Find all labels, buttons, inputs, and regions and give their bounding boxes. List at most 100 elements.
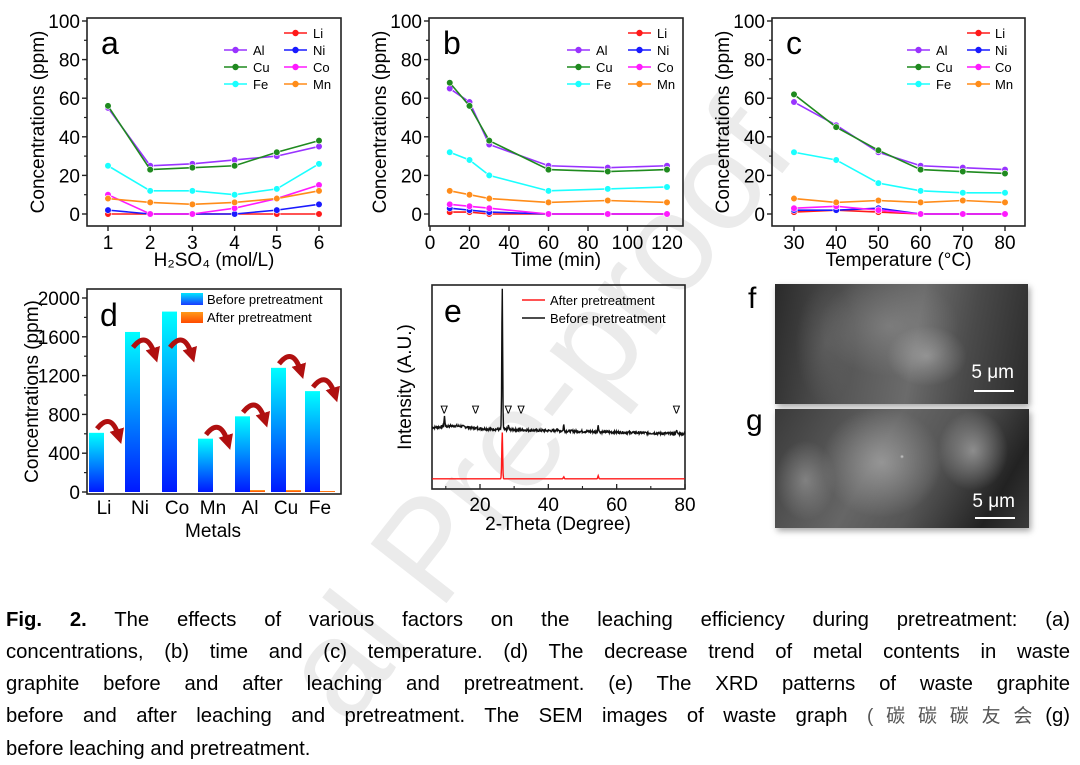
data-point-mn [465,191,474,199]
decrease-arrow-icon [277,354,306,380]
data-point-cu [959,167,967,176]
caption-line: before and after leaching and pretreatme… [6,700,1070,733]
y-tick-label: 100 [733,12,765,33]
caption-line: before leaching and pretreatment. [6,733,1070,765]
bar-after-cu [286,490,301,492]
x-tick-label: Al [242,498,259,519]
legend-label: Li [313,26,323,41]
x-tick-label: Ni [131,498,149,519]
x-axis-title: H₂SO₄ (mol/L) [154,250,275,271]
legend-label: After pretreatment [207,310,312,325]
data-point-cu [146,166,154,174]
x-tick-label: 60 [910,233,931,254]
data-point-cu [188,164,196,172]
legend-label: Co [995,60,1012,75]
legend-label: Mn [657,77,675,92]
data-point-mn [1001,198,1009,207]
caption-text: before leaching and pretreatment. [6,738,311,760]
data-point-mn [874,196,883,205]
x-tick-label: 80 [577,233,598,254]
series-line-cu [107,105,320,171]
data-point-fe [959,189,967,197]
series-line-mn [793,197,1006,204]
y-tick-label: 0 [411,205,422,226]
data-point-cu [315,137,323,145]
data-point-fe [446,148,454,156]
data-point-mn [446,187,454,195]
y-tick-label: 800 [48,405,80,426]
data-point-fe [832,156,840,164]
x-tick-label: Fe [309,498,331,519]
legend-marker [915,63,922,71]
legend-swatch [181,293,203,305]
x-tick-label: 2 [145,233,156,254]
xrd-curve-before [431,288,686,438]
peak-marker: ∇ [672,404,681,417]
data-point-al [790,98,798,106]
data-point-fe [273,185,281,193]
legend-marker [292,80,299,88]
data-point-mn [104,194,112,203]
chart-b: 0 20 40 60 80 100 0 20 40 60 80 100 120 Concentration… [370,12,684,271]
data-point-mn [485,194,493,203]
figure-caption: Fig. 2. The effects of various factors o… [6,604,1070,765]
data-point-ni [273,206,281,214]
data-point-fe [916,187,925,195]
decrease-arrow-icon [204,424,233,450]
legend-marker [292,29,299,37]
data-point-co [446,200,454,208]
data-point-co [544,210,553,218]
legend-swatch [181,312,203,323]
data-point-mn [959,196,967,205]
data-point-fe [146,187,154,195]
y-tick-label: 60 [744,89,765,110]
data-point-ni [104,206,112,214]
legend-label: Co [313,60,330,75]
x-axis-title: Temperature (°C) [826,250,972,271]
caption-text: concentrations, (b) time and (c) tempera… [6,641,1070,663]
series-line-cu [793,93,1006,175]
y-tick-label: 2000 [38,289,80,310]
data-point-mn [916,198,925,207]
data-point-fe [790,148,798,156]
legend-label: Mn [995,77,1013,92]
x-tick-label: 40 [498,233,519,254]
y-tick-label: 20 [744,166,765,187]
bar-before-cu [271,367,286,492]
y-axis-title: Concentrations (ppm) [22,300,43,483]
xrd-curve-after [432,432,685,480]
data-point-fe [663,183,671,191]
data-point-fe [485,171,493,179]
data-point-fe [315,160,323,168]
data-point-co [146,210,154,218]
legend-marker [575,46,582,54]
y-tick-label: 40 [744,128,765,149]
figure-panels: 0 20 40 60 80 100 1 2 3 4 5 6 Concentrations (ppm) H₂… [22,12,1026,542]
x-tick-label: Mn [200,498,226,519]
y-tick-label: 60 [401,89,422,110]
data-point-fe [874,179,883,187]
y-tick-label: 400 [48,444,80,465]
data-point-co [485,204,493,212]
data-point-li [315,210,323,218]
legend-label: Li [995,26,1005,41]
y-tick-label: 80 [744,51,765,72]
plot-frame [86,17,342,227]
legend-label: Ni [313,43,325,58]
data-point-cu [874,146,883,154]
chart-c: 0 20 40 60 80 100 30 40 50 60 70 80 Concentrations (… [713,12,1026,271]
bar-before-fe [305,391,320,492]
data-point-mn [832,198,840,207]
caption-line: Fig. 2. The effects of various factors o… [6,604,1070,636]
decrease-arrow-icon [131,337,160,363]
data-point-co [790,204,798,212]
data-point-mn [604,196,612,205]
x-tick-label: 5 [272,233,283,254]
data-point-cu [832,123,840,131]
scale-bar [975,517,1015,519]
sem-image-g: 5 μm [775,409,1029,528]
y-axis-title: Concentrations (ppm) [713,31,734,214]
peak-marker: ∇ [439,404,448,417]
data-point-fe [188,187,196,195]
data-point-fe [465,156,474,164]
